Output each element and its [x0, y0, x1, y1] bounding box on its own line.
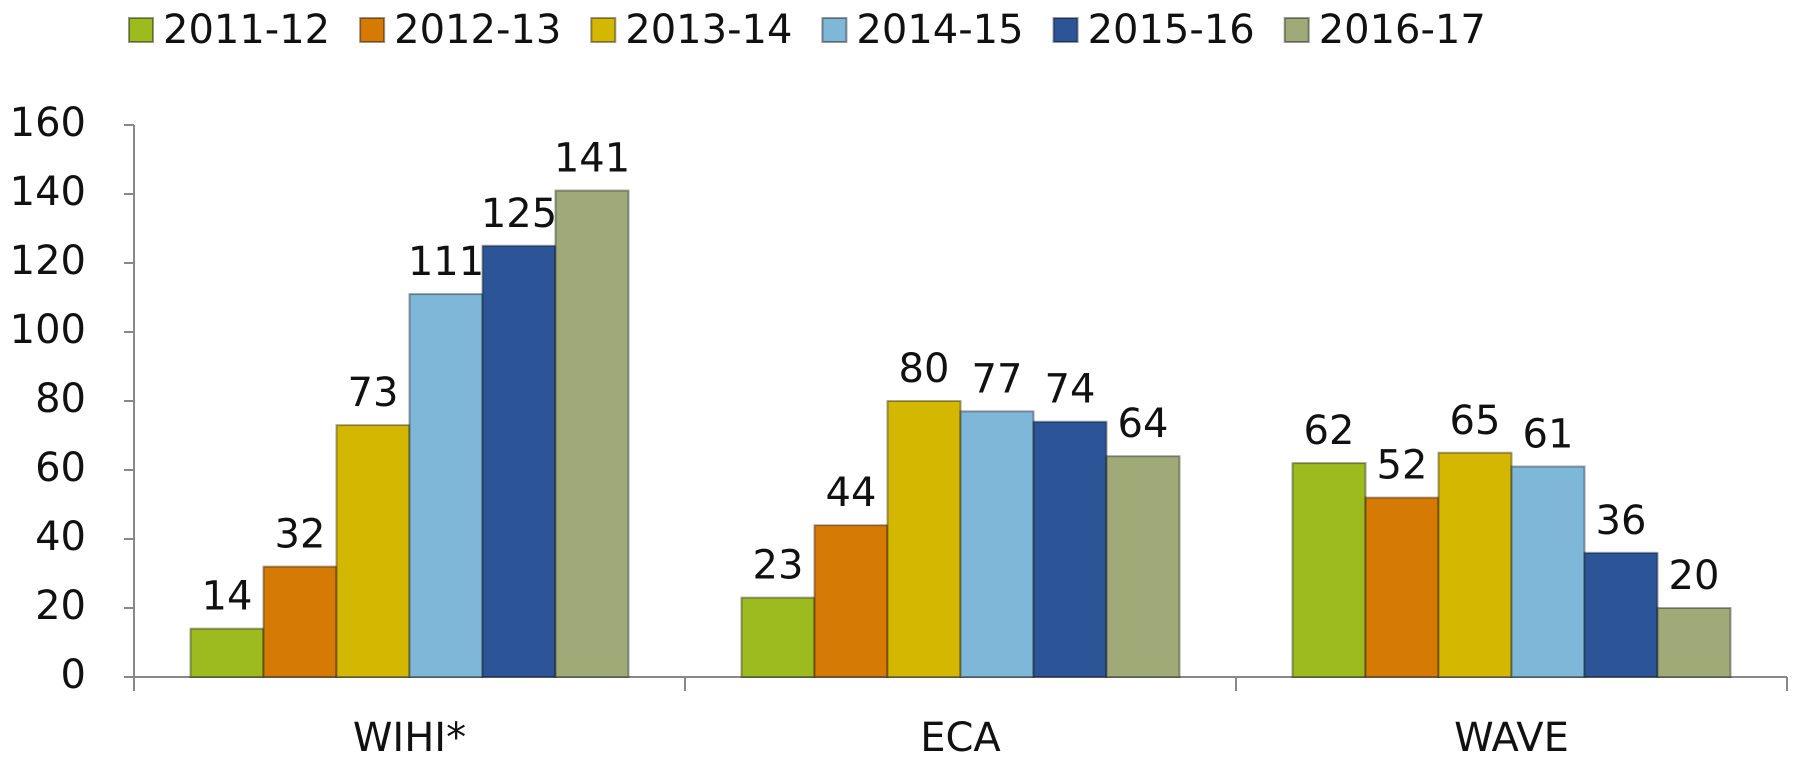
bar	[886, 400, 962, 678]
bar	[1364, 496, 1440, 678]
x-tick-label: WIHI*	[353, 715, 466, 761]
data-label: 111	[408, 239, 484, 285]
data-label: 73	[348, 370, 399, 416]
data-label: 64	[1118, 401, 1169, 447]
legend-label: 2016-17	[1319, 7, 1486, 53]
bar	[1583, 551, 1659, 678]
y-tick-label: 160	[10, 100, 86, 146]
bar	[408, 293, 484, 678]
bar	[481, 244, 557, 678]
bar	[335, 424, 411, 678]
bar	[1510, 465, 1586, 678]
bar	[959, 410, 1035, 678]
y-tick-label: 120	[10, 238, 86, 284]
legend-label: 2015-16	[1088, 7, 1255, 53]
data-label: 74	[1045, 367, 1096, 413]
legend-label: 2013-14	[625, 7, 792, 53]
data-label: 77	[972, 356, 1023, 402]
data-label: 20	[1669, 553, 1720, 599]
data-label: 44	[826, 470, 877, 516]
data-label: 141	[554, 136, 630, 182]
legend-swatch	[590, 17, 617, 43]
bar	[262, 565, 338, 678]
data-label: 61	[1523, 412, 1574, 458]
data-label: 62	[1304, 408, 1355, 454]
bar	[740, 596, 816, 679]
legend-label: 2012-13	[394, 7, 561, 53]
data-label: 36	[1596, 498, 1647, 544]
bar	[1105, 455, 1181, 679]
y-tick-label: 80	[35, 376, 86, 422]
x-tick-label: WAVE	[1454, 715, 1569, 761]
bar	[554, 189, 630, 679]
x-tick-label: ECA	[920, 715, 1001, 761]
data-label: 52	[1377, 443, 1428, 489]
data-label: 80	[899, 346, 950, 392]
y-tick-label: 140	[10, 169, 86, 215]
y-tick-label: 100	[10, 307, 86, 353]
bar	[1656, 607, 1732, 678]
y-tick-label: 0	[61, 652, 86, 698]
bar	[189, 627, 265, 679]
bar	[1291, 462, 1367, 678]
legend-swatch	[1052, 17, 1079, 43]
data-label: 125	[481, 191, 557, 237]
y-tick-label: 60	[35, 445, 86, 491]
data-label: 23	[753, 543, 804, 589]
legend-swatch	[1283, 17, 1310, 43]
legend-label: 2011-12	[163, 7, 330, 53]
legend-swatch	[128, 17, 154, 43]
data-label: 14	[202, 574, 253, 620]
data-label: 32	[275, 512, 326, 558]
bar	[813, 524, 889, 679]
legend-swatch	[359, 17, 386, 43]
legend-swatch	[821, 17, 848, 43]
data-label: 65	[1450, 398, 1501, 444]
y-tick-label: 20	[35, 583, 86, 629]
legend-label: 2014-15	[856, 7, 1023, 53]
y-tick-label: 40	[35, 514, 86, 560]
bar	[1032, 420, 1108, 679]
bar	[1437, 451, 1513, 678]
